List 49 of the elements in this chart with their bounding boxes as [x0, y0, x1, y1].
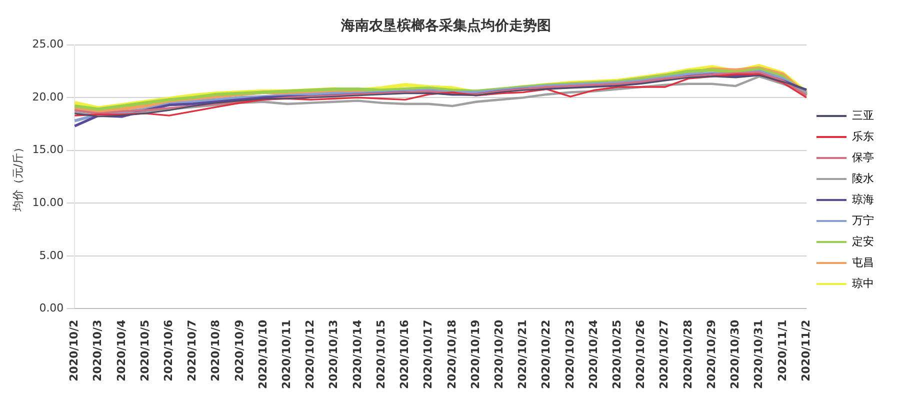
x-tick-label: 2020/10/28	[681, 320, 694, 389]
x-tick-label: 2020/10/21	[516, 320, 530, 389]
legend-label: 万宁	[852, 214, 874, 227]
x-tick-label: 2020/10/2	[68, 320, 81, 382]
x-tick-label: 2020/10/16	[398, 319, 412, 389]
legend-label: 琼海	[852, 192, 874, 206]
legend-label: 乐东	[852, 130, 874, 143]
x-tick-label: 2020/10/13	[327, 320, 340, 389]
x-tick-label: 2020/10/8	[209, 320, 222, 382]
x-tick-label: 2020/10/14	[350, 319, 364, 389]
legend-label: 屯昌	[852, 256, 874, 269]
x-tick-label: 2020/10/25	[610, 320, 624, 389]
x-tick-label: 2020/10/5	[138, 320, 152, 382]
x-tick-label: 2020/10/7	[186, 320, 199, 382]
y-tick-label: 25.00	[32, 38, 64, 51]
y-tick-label: 10.00	[32, 196, 64, 210]
x-tick-label: 2020/10/20	[492, 319, 506, 389]
x-tick-label: 2020/10/24	[586, 319, 600, 389]
x-tick-label: 2020/10/4	[114, 319, 128, 382]
legend-label: 三亚	[852, 108, 874, 122]
y-tick-label: 0.00	[39, 302, 64, 315]
y-tick-label: 5.00	[39, 248, 64, 262]
x-tick-label: 2020/10/22	[540, 320, 553, 389]
y-tick-label: 20.00	[32, 90, 64, 104]
x-tick-label: 2020/11/1	[776, 320, 789, 382]
x-tick-label: 2020/10/18	[445, 320, 458, 389]
x-tick-label: 2020/10/15	[374, 320, 388, 389]
x-tick-label: 2020/10/9	[232, 320, 246, 382]
legend-label: 定安	[852, 234, 874, 248]
x-tick-label: 2020/10/6	[162, 319, 175, 382]
x-tick-label: 2020/10/10	[256, 319, 270, 389]
x-tick-label: 2020/10/23	[563, 320, 576, 389]
x-tick-label: 2020/10/12	[304, 320, 317, 389]
x-tick-label: 2020/10/30	[728, 319, 742, 389]
legend-label: 保亭	[852, 150, 874, 164]
x-tick-label: 2020/10/26	[634, 319, 648, 389]
x-tick-label: 2020/10/17	[422, 320, 435, 389]
x-tick-label: 2020/10/3	[91, 320, 104, 382]
x-tick-label: 2020/10/31	[752, 320, 766, 389]
legend-label: 陵水	[852, 172, 874, 185]
x-tick-label: 2020/10/27	[658, 320, 671, 389]
legend-label: 琼中	[852, 276, 874, 290]
x-tick-label: 2020/11/2	[799, 320, 812, 382]
x-tick-label: 2020/10/19	[468, 320, 482, 389]
x-tick-label: 2020/10/11	[280, 320, 294, 389]
y-tick-label: 15.00	[32, 143, 64, 156]
chart-title: 海南农垦槟榔各采集点均价走势图	[340, 17, 551, 34]
y-axis-title: 均价（元/斤）	[11, 142, 24, 213]
x-tick-label: 2020/10/29	[704, 320, 718, 389]
